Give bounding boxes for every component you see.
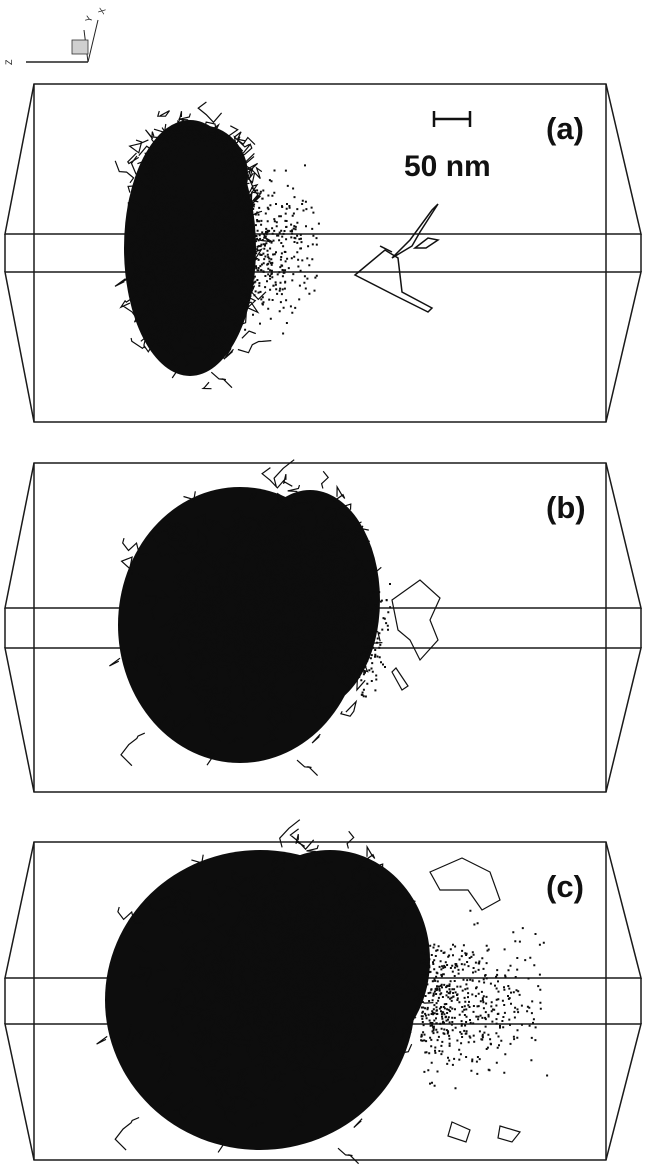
panel-b: (b)	[4, 459, 642, 793]
dislocation-cloud-b	[109, 459, 392, 777]
axis-origin-cube	[71, 39, 89, 55]
panel-label-a: (a)	[546, 111, 584, 146]
axis-triad: Z Y X	[4, 6, 108, 65]
panel-c: (c)	[4, 819, 642, 1165]
dislocation-loop-fragments-a	[353, 203, 440, 313]
x-axis-label: X	[96, 6, 107, 15]
y-axis-label: Y	[83, 14, 94, 23]
simulation-box-a	[4, 83, 642, 423]
panel-label-c: (c)	[546, 869, 584, 904]
z-axis-label: Z	[4, 59, 14, 65]
scale-bar-label: 50 nm	[404, 150, 491, 183]
panel-label-b: (b)	[546, 490, 586, 525]
simulation-box-c	[4, 841, 642, 1161]
dislocation-loop-fragments-c	[429, 857, 522, 1143]
dislocation-cloud-c	[96, 819, 549, 1165]
simulation-box-b	[4, 462, 642, 793]
dislocation-loop-fragments-b	[391, 579, 441, 691]
dislocation-cloud-a	[114, 101, 320, 390]
x-axis-line	[87, 19, 99, 63]
scale-bar: 50 nm	[404, 111, 491, 183]
panel-a: 50 nm (a)	[4, 83, 642, 423]
